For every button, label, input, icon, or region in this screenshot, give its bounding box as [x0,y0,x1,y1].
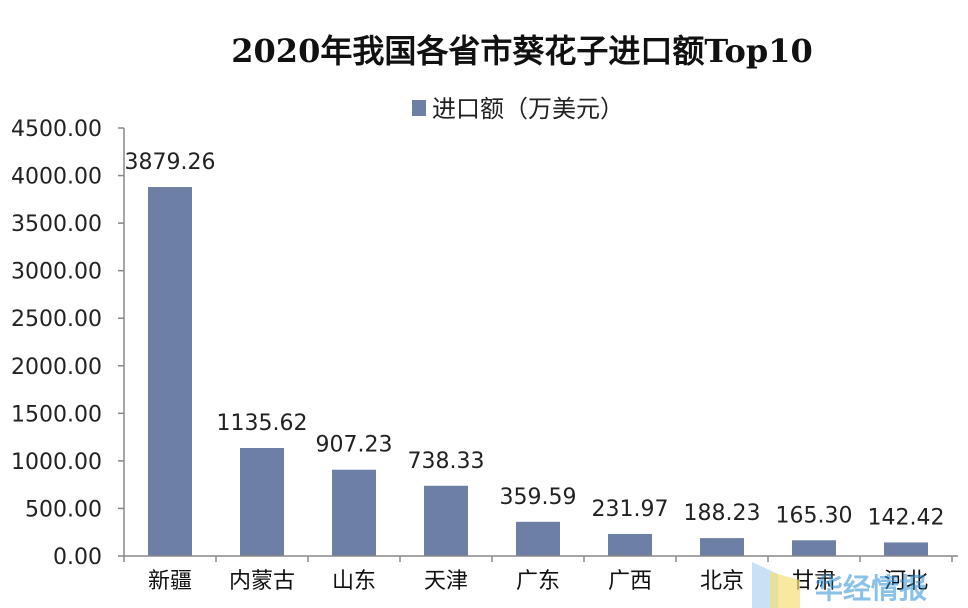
category-label: 新疆 [148,569,192,594]
bar [792,540,836,556]
category-label: 广东 [516,569,560,594]
category-label: 广西 [608,569,652,594]
y-tick-label: 4500.00 [11,117,102,142]
legend-swatch [412,100,426,116]
watermark-text: 华经情报 [815,572,927,605]
category-label: 北京 [700,569,744,594]
bar [700,538,744,556]
y-tick-label: 1500.00 [11,402,102,427]
bar [332,469,376,556]
data-label: 142.42 [868,505,945,530]
data-label: 738.33 [408,449,485,474]
bar [884,542,928,556]
x-axis: 新疆 内蒙古 山东 天津 广东 广西 北京 甘肃 河北 [123,555,958,594]
legend: 进口额（万美元） [412,95,624,123]
bar [148,187,192,556]
category-label: 河北 [884,569,928,594]
category-label: 山东 [332,569,376,594]
category-label: 天津 [424,569,468,594]
bar [240,447,284,556]
data-label: 907.23 [316,433,393,458]
bar [516,521,560,556]
y-tick-label: 2500.00 [11,307,102,332]
bars [148,187,928,556]
y-axis: 0.00 500.00 1000.00 1500.00 2000.00 2500.00 30… [11,117,125,570]
y-tick-label: 4000.00 [11,165,102,190]
watermark: 华经情报 [752,562,927,608]
y-tick-label: 2000.00 [11,355,102,380]
y-tick-label: 0.00 [53,545,102,570]
data-label: 188.23 [684,501,761,526]
legend-label: 进口额（万美元） [432,95,624,123]
category-label: 内蒙古 [229,569,295,594]
watermark-logo-accent-icon [770,572,800,608]
chart-title: 2020年我国各省市葵花子进口额Top10 [231,32,812,70]
bar [608,533,652,556]
y-tick-label: 500.00 [25,497,102,522]
data-labels: 3879.26 1135.62 907.23 738.33 359.59 231.97 18… [125,150,945,530]
y-tick-label: 1000.00 [11,450,102,475]
y-tick-label: 3500.00 [11,212,102,237]
data-label: 359.59 [500,485,577,510]
data-label: 231.97 [592,497,669,522]
data-label: 3879.26 [125,150,216,175]
data-label: 165.30 [776,503,853,528]
bar [424,485,468,556]
data-label: 1135.62 [217,411,308,436]
y-tick-label: 3000.00 [11,260,102,285]
